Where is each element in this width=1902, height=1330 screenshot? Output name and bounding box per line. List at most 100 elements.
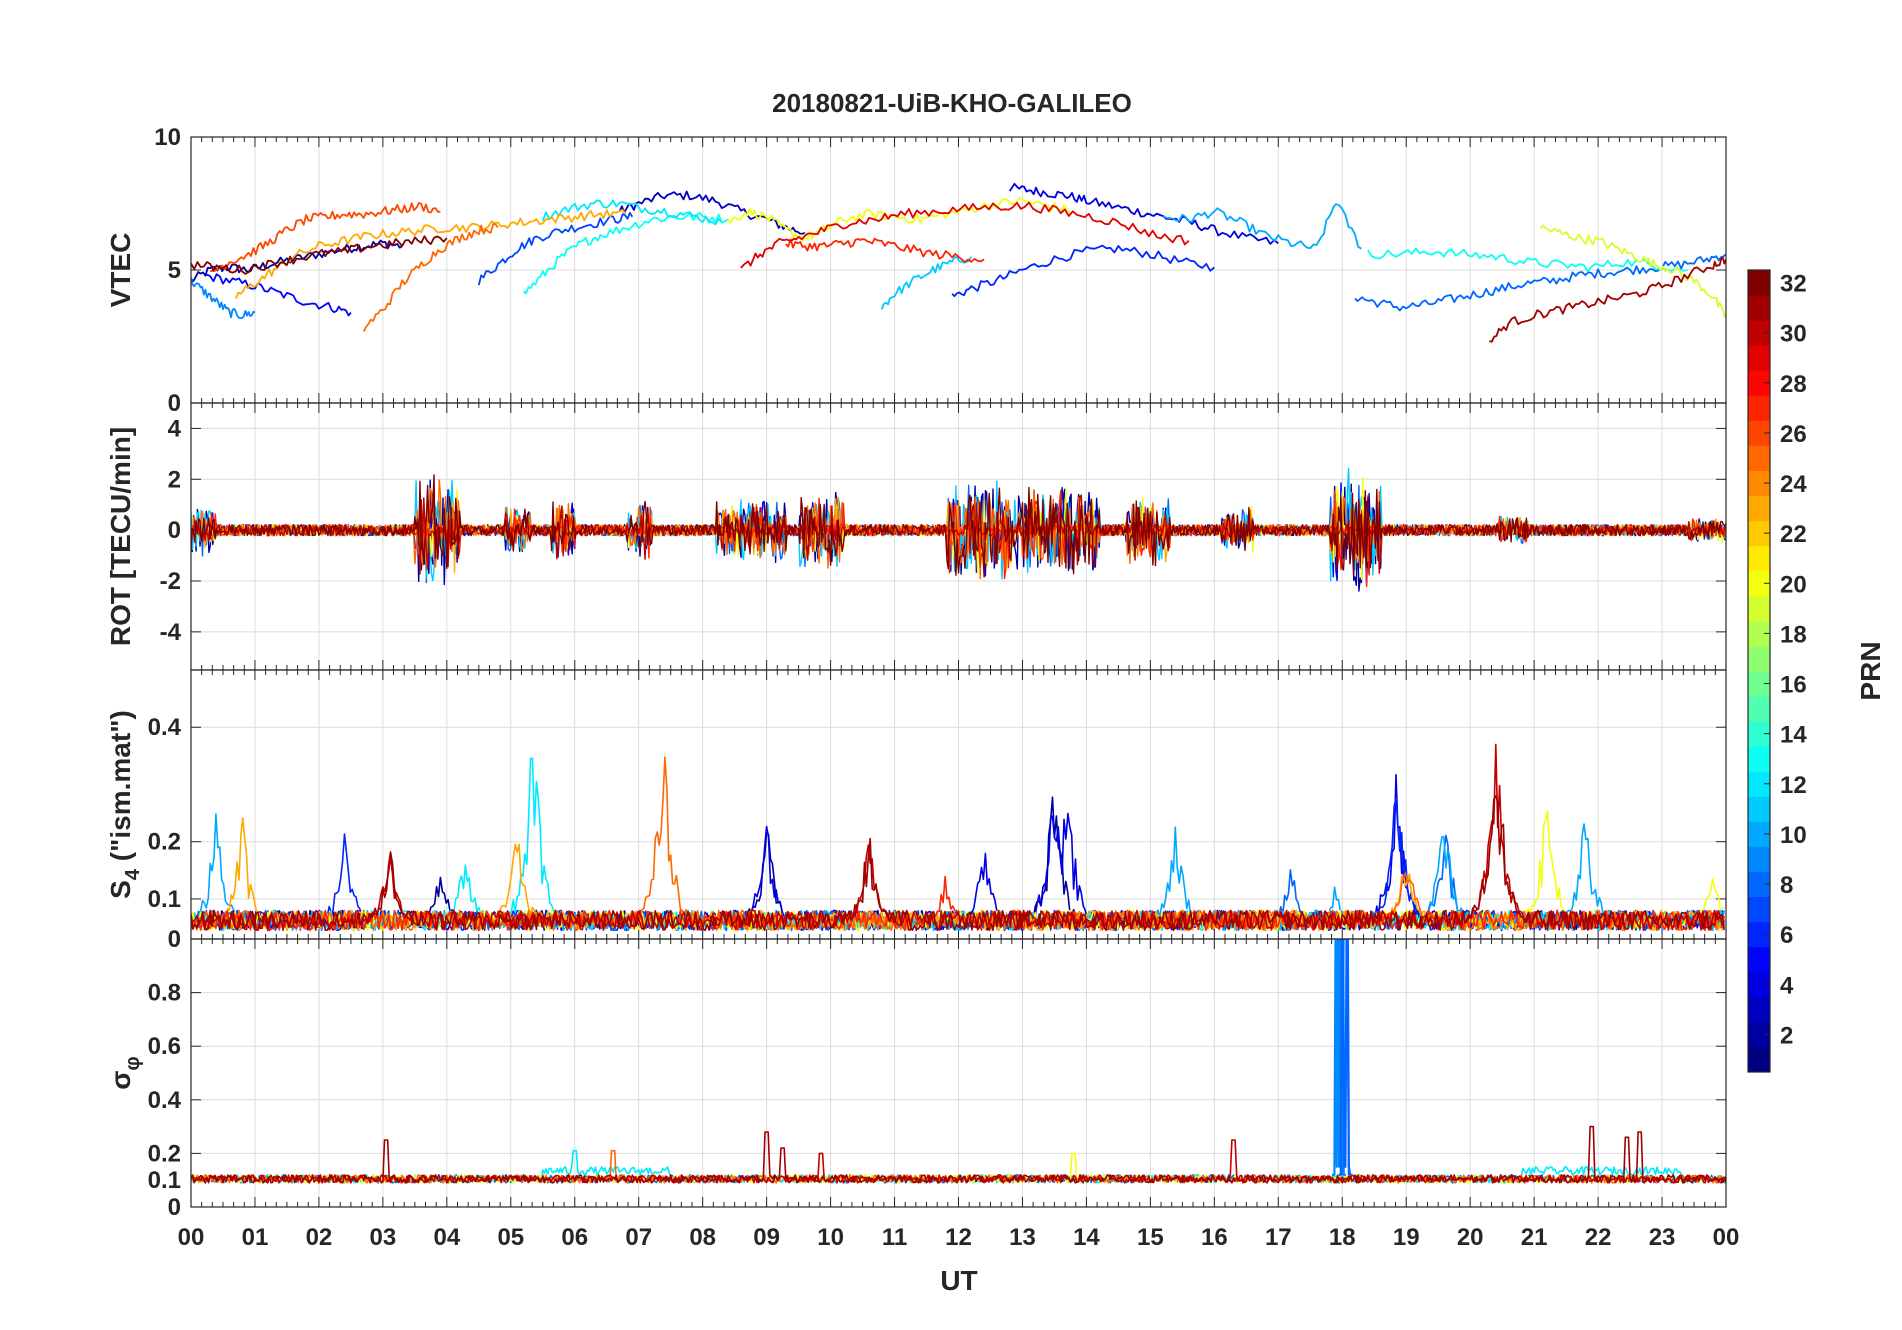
vtec-series-prn-19 bbox=[1539, 224, 1726, 319]
s4-ytick-label: 0.2 bbox=[148, 829, 181, 856]
x-axis: 00 01 02 03 04 05 06 07 08 09 10 11 12 13 14 15 16 17 18 19… bbox=[178, 1224, 1740, 1251]
vtec-ytick-label: 5 bbox=[168, 257, 181, 284]
x-tick-label: 12 bbox=[945, 1224, 972, 1251]
rot-ytick-label: 0 bbox=[168, 517, 181, 544]
x-tick-label: 01 bbox=[242, 1224, 269, 1251]
vtec-series-prn-12 bbox=[541, 199, 723, 226]
colorbar-swatch bbox=[1748, 595, 1770, 622]
colorbar-tick-label: 20 bbox=[1780, 571, 1807, 598]
colorbar-swatch bbox=[1748, 270, 1770, 296]
panel-vtec: 0 5 10 VTEC bbox=[105, 124, 1727, 417]
colorbar-swatch bbox=[1748, 1046, 1770, 1073]
colorbar-frame bbox=[1747, 269, 1771, 1073]
colorbar-swatch bbox=[1748, 495, 1770, 522]
x-tick-label: 00 bbox=[178, 1224, 205, 1251]
colorbar-swatch bbox=[1748, 620, 1770, 647]
colorbar-swatch bbox=[1748, 796, 1770, 822]
sigma_phi-ytick-label: 0 bbox=[168, 1194, 181, 1221]
vtec-series-prn-7 bbox=[477, 211, 634, 286]
vtec-series-prn-10 bbox=[1162, 203, 1362, 250]
colorbar-swatch bbox=[1748, 996, 1770, 1023]
sigma-phi-spike-prn-8 bbox=[1338, 939, 1353, 1176]
colorbar-swatch bbox=[1748, 946, 1770, 973]
sigma_phi-ytick-label: 0.1 bbox=[148, 1167, 181, 1194]
colorbar-swatch bbox=[1748, 871, 1770, 898]
vtec-series-prn-27 bbox=[785, 237, 985, 263]
colorbar-swatch bbox=[1748, 320, 1770, 346]
sigma_phi-ytick-label: 0.4 bbox=[148, 1087, 182, 1114]
colorbar-swatch bbox=[1748, 570, 1770, 597]
x-tick-label: 18 bbox=[1329, 1224, 1356, 1251]
vtec-series-prn-32 bbox=[191, 235, 448, 275]
colorbar-swatch bbox=[1748, 896, 1770, 923]
colorbar-swatch bbox=[1748, 671, 1770, 697]
colorbar-swatch bbox=[1748, 821, 1770, 847]
rot-y-label: ROT [TECU/min] bbox=[105, 427, 136, 646]
s4-series-prn-30 bbox=[191, 743, 1725, 932]
rot-series-prn-32 bbox=[191, 474, 1726, 578]
colorbar-swatch bbox=[1748, 470, 1770, 497]
rot-series-prn-30 bbox=[191, 494, 1726, 575]
x-tick-label: 06 bbox=[561, 1224, 588, 1251]
colorbar-swatch bbox=[1748, 696, 1770, 722]
vtec-y-label: VTEC bbox=[105, 233, 136, 308]
s4-ytick-zero-label: 0 bbox=[168, 926, 181, 953]
colorbar-swatch bbox=[1748, 971, 1770, 998]
x-tick-label: 02 bbox=[306, 1224, 333, 1251]
colorbar-tick-label: 18 bbox=[1780, 621, 1807, 648]
colorbar-tick-label: 6 bbox=[1780, 922, 1793, 949]
colorbar-swatch bbox=[1748, 420, 1770, 446]
panel-sigma_phi-frame bbox=[190, 938, 1727, 1208]
vtec-ytick-label: 0 bbox=[168, 390, 181, 417]
colorbar-tick-label: 14 bbox=[1780, 722, 1807, 749]
colorbar-swatch bbox=[1748, 921, 1770, 948]
vtec-series-prn-11 bbox=[880, 256, 973, 310]
x-tick-label: 03 bbox=[370, 1224, 397, 1251]
x-tick-label: 17 bbox=[1265, 1224, 1292, 1251]
colorbar-swatch bbox=[1748, 1021, 1770, 1048]
x-tick-label: 04 bbox=[433, 1224, 460, 1251]
x-tick-label: 09 bbox=[753, 1224, 780, 1251]
colorbar-swatch bbox=[1748, 645, 1770, 672]
x-tick-label: 14 bbox=[1073, 1224, 1100, 1251]
colorbar-swatch bbox=[1748, 721, 1770, 747]
colorbar-swatch bbox=[1748, 545, 1770, 572]
sigma_phi-ytick-label: 0.6 bbox=[148, 1033, 181, 1060]
vtec-series-prn-26 bbox=[210, 202, 441, 272]
sigma-phi-spike-prn-9 bbox=[1332, 939, 1346, 1176]
colorbar-tick-label: 32 bbox=[1780, 271, 1807, 298]
x-tick-label: 13 bbox=[1009, 1224, 1036, 1251]
sigma_phi-ytick-label: 0.2 bbox=[148, 1140, 181, 1167]
colorbar-tick-label: 12 bbox=[1780, 772, 1807, 799]
colorbar-label: PRN bbox=[1855, 641, 1886, 700]
colorbar-tick-label: 28 bbox=[1780, 371, 1807, 398]
s4-series-prn-31 bbox=[191, 795, 1725, 932]
sigma_phi-y-label: σφ bbox=[105, 1056, 144, 1089]
sigma_phi-ytick-label: 0.8 bbox=[148, 980, 181, 1007]
rot-ytick-label: -2 bbox=[160, 568, 181, 595]
vtec-series-prn-25 bbox=[362, 223, 499, 332]
colorbar-tick-label: 8 bbox=[1780, 872, 1793, 899]
colorbar-tick-label: 2 bbox=[1780, 1022, 1793, 1049]
vtec-series-prn-4 bbox=[1008, 182, 1279, 245]
panel-rot: -4 -2 0 2 4 ROT [TECU/min] bbox=[105, 402, 1727, 671]
colorbar-tick-label: 16 bbox=[1780, 672, 1807, 699]
vtec-series-prn-31 bbox=[1489, 256, 1726, 343]
panel-s4: 0.1 0.2 0.4 0 S4 ("ism.mat") bbox=[105, 669, 1727, 953]
vtec-series-prn-6 bbox=[951, 244, 1215, 298]
colorbar-swatch bbox=[1748, 746, 1770, 772]
x-tick-label: 15 bbox=[1137, 1224, 1164, 1251]
vtec-series-prn-29 bbox=[740, 201, 1190, 269]
colorbar-swatch bbox=[1748, 445, 1770, 471]
colorbar-swatch bbox=[1748, 520, 1770, 547]
vtec-series-prn-13 bbox=[1367, 247, 1688, 273]
x-tick-label: 20 bbox=[1457, 1224, 1484, 1251]
colorbar-swatch bbox=[1748, 846, 1770, 872]
s4-ytick-label: 0.4 bbox=[148, 714, 182, 741]
panel-sigma_phi: 00.10.2 0.4 0.6 0.8 σφ bbox=[105, 938, 1727, 1221]
colorbar-tick-label: 30 bbox=[1780, 321, 1807, 348]
x-tick-label: 07 bbox=[625, 1224, 652, 1251]
